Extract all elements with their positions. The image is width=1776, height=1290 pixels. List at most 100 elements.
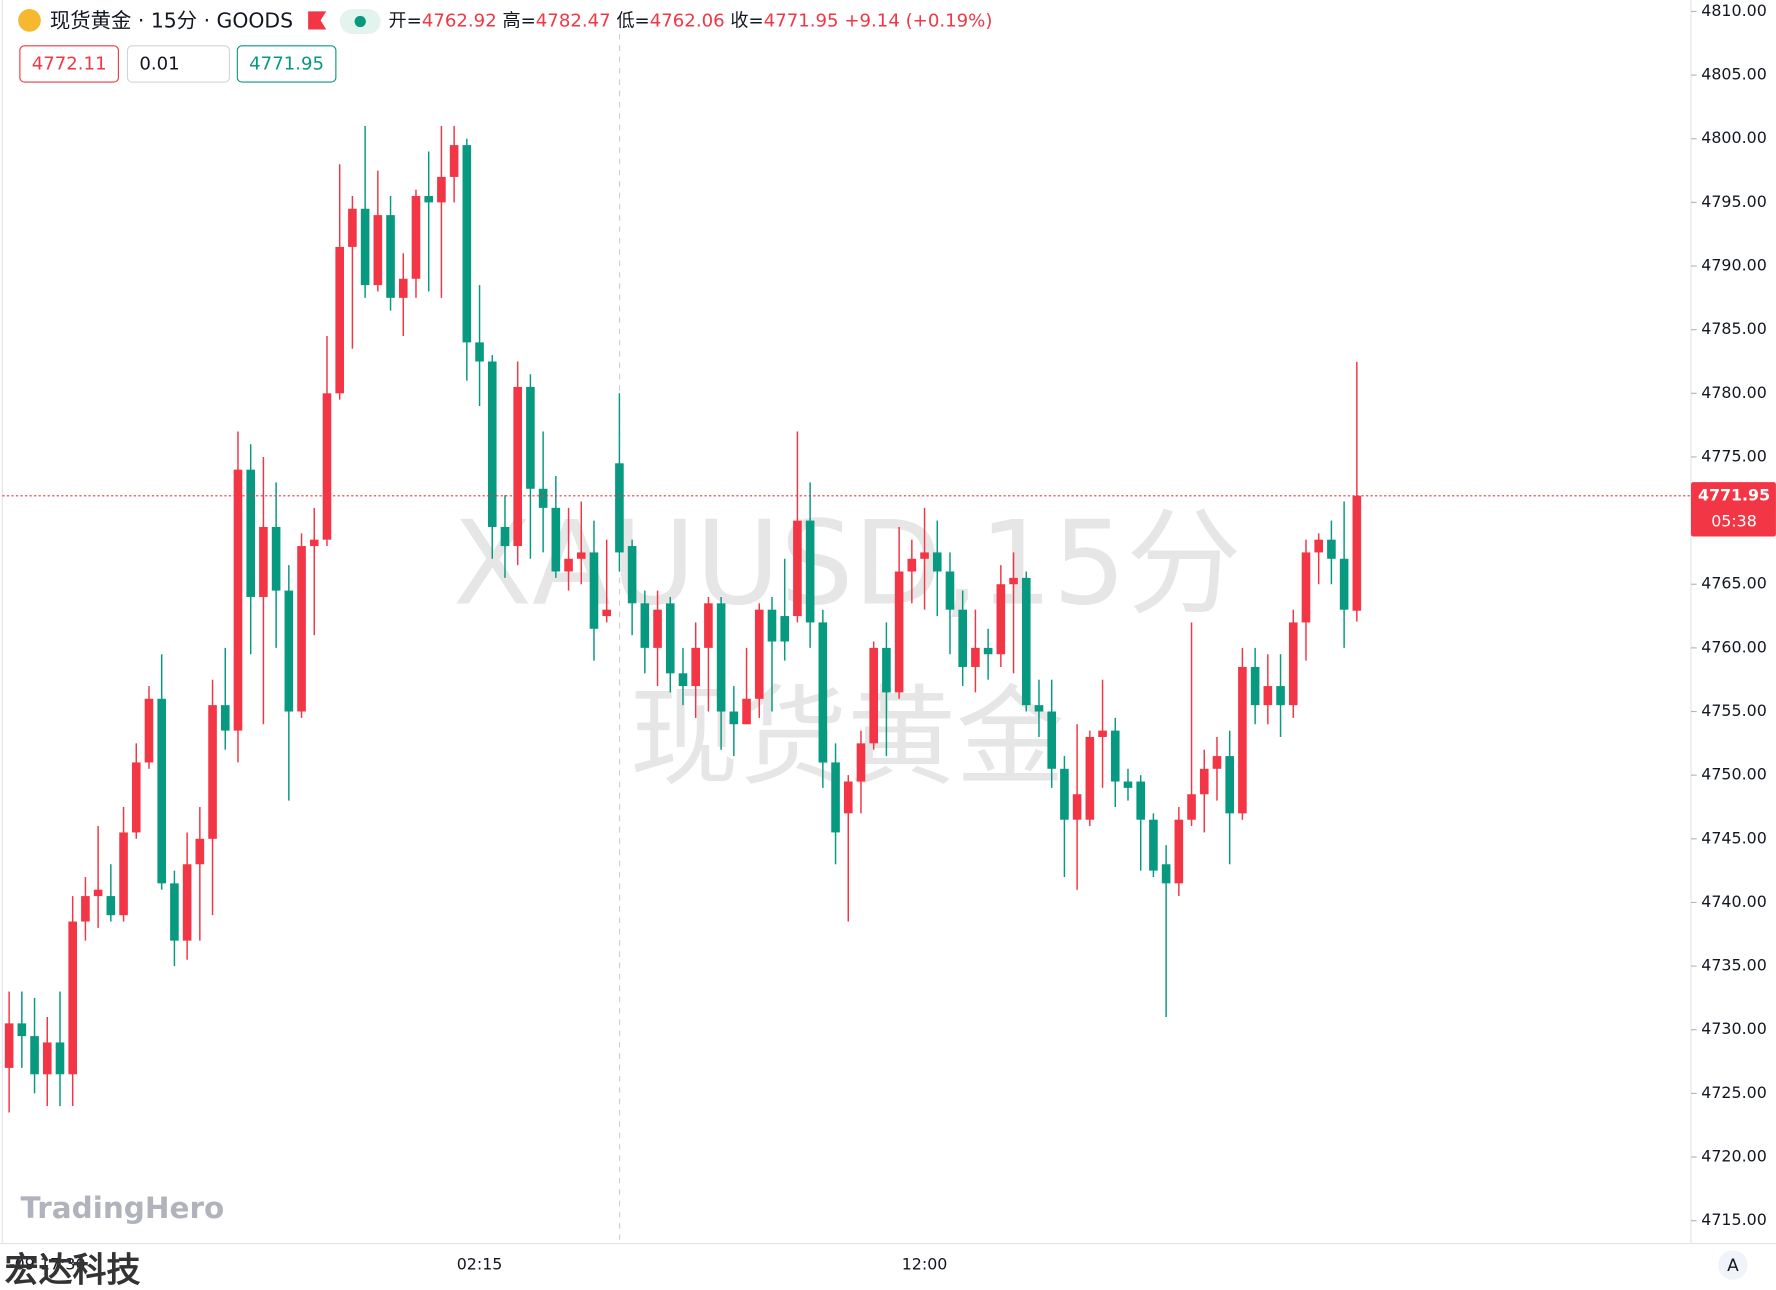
candle-body bbox=[42, 1042, 52, 1075]
candle-body bbox=[958, 609, 967, 667]
candle-body bbox=[996, 584, 1006, 655]
candle-body bbox=[475, 342, 484, 362]
candle-body bbox=[678, 673, 688, 687]
buy-price[interactable]: 4771.95 bbox=[249, 54, 324, 75]
watermark: XAUUSD,15分 现货黄金 bbox=[453, 498, 1242, 801]
candle-body bbox=[856, 743, 866, 782]
y-tick-label: 4725.00 bbox=[1701, 1083, 1767, 1102]
candle-body bbox=[1314, 539, 1323, 553]
change: +9.14 (+0.19%) bbox=[844, 11, 992, 32]
candle-body bbox=[437, 176, 446, 203]
candle-body bbox=[1263, 686, 1273, 706]
candle-body bbox=[424, 196, 433, 203]
candle-body bbox=[665, 603, 675, 674]
candle-body bbox=[920, 552, 929, 559]
candle-body bbox=[1212, 756, 1222, 769]
ohlc-value: 4771.95 bbox=[764, 11, 839, 32]
candle-body bbox=[259, 526, 268, 597]
symbol-title[interactable]: 现货黄金 · 15分 · GOODS bbox=[50, 9, 293, 33]
quantity-input[interactable] bbox=[126, 45, 230, 83]
ohlc-key: 开= bbox=[389, 11, 422, 32]
candle-body bbox=[1149, 819, 1158, 871]
candle-body bbox=[513, 386, 522, 547]
y-tick-label: 4775.00 bbox=[1701, 446, 1767, 465]
candle-body bbox=[487, 361, 497, 527]
candle-body bbox=[805, 520, 815, 623]
y-tick-label: 4810.00 bbox=[1701, 1, 1767, 20]
candle-body bbox=[1327, 539, 1336, 559]
candle-body bbox=[894, 571, 904, 693]
candle-body bbox=[1187, 794, 1196, 820]
candle-body bbox=[335, 246, 344, 394]
sell-price[interactable]: 4772.11 bbox=[32, 54, 107, 75]
candle-body bbox=[398, 278, 408, 298]
candle-body bbox=[780, 616, 789, 642]
candle-body bbox=[271, 526, 281, 591]
candle-body bbox=[691, 647, 700, 687]
auto-button-bg[interactable] bbox=[1718, 1250, 1748, 1280]
candle-body bbox=[500, 526, 510, 547]
ohlc-value: 4782.47 bbox=[536, 11, 611, 32]
x-tick-label: -09 17:30 bbox=[9, 1255, 86, 1274]
candle-body bbox=[1225, 756, 1234, 814]
candle-body bbox=[602, 609, 611, 617]
candle-body bbox=[627, 546, 637, 604]
candle-body bbox=[729, 711, 739, 725]
candle-body bbox=[653, 609, 662, 648]
bar-countdown: 05:38 bbox=[1711, 511, 1757, 530]
quantity[interactable]: 0.01 bbox=[139, 54, 179, 75]
ohlc-key: 低= bbox=[616, 11, 649, 32]
candle-body bbox=[1276, 686, 1285, 706]
candle-body bbox=[68, 921, 77, 1075]
candle-body bbox=[55, 1042, 65, 1075]
candle-body bbox=[17, 1023, 27, 1037]
candle-body bbox=[945, 571, 955, 610]
y-tick-label: 4740.00 bbox=[1701, 892, 1767, 911]
watermark-name: 现货黄金 bbox=[630, 674, 1065, 801]
candle-body bbox=[220, 705, 230, 731]
y-tick-label: 4750.00 bbox=[1701, 765, 1767, 784]
candle-body bbox=[1060, 768, 1069, 820]
candle-body bbox=[81, 896, 90, 922]
candle-body bbox=[1352, 495, 1362, 611]
candle-body bbox=[1034, 705, 1044, 712]
status-dot bbox=[354, 15, 366, 28]
candle-body bbox=[869, 647, 878, 744]
candle-body bbox=[106, 896, 116, 916]
candle-body bbox=[1339, 558, 1349, 610]
candle-body bbox=[526, 386, 535, 489]
y-tick-label: 4780.00 bbox=[1701, 383, 1767, 402]
candle-body bbox=[246, 469, 255, 597]
symbol-icon bbox=[18, 9, 41, 32]
logo: TradingHero bbox=[20, 1191, 224, 1225]
candle-body bbox=[1174, 819, 1184, 884]
candle-body bbox=[1009, 577, 1018, 585]
x-tick-label: 02:15 bbox=[457, 1255, 503, 1274]
candle-body bbox=[1136, 781, 1145, 820]
candle-body bbox=[1238, 666, 1247, 814]
watermark-symbol: XAUUSD,15分 bbox=[453, 498, 1242, 632]
auto-button[interactable]: A bbox=[1727, 1256, 1739, 1276]
sell-button[interactable] bbox=[19, 45, 119, 83]
candle-body bbox=[615, 463, 624, 553]
candle-body bbox=[157, 698, 166, 884]
candle-body bbox=[386, 215, 395, 298]
candle-body bbox=[1021, 577, 1031, 706]
candle-body bbox=[449, 145, 459, 177]
candle-body bbox=[309, 539, 319, 547]
y-tick-label: 4800.00 bbox=[1701, 128, 1767, 147]
y-tick-label: 4755.00 bbox=[1701, 701, 1767, 720]
buy-button[interactable] bbox=[236, 45, 337, 83]
y-tick-label: 4730.00 bbox=[1701, 1019, 1767, 1038]
candle-body bbox=[322, 393, 332, 540]
candle-body bbox=[716, 603, 726, 712]
candle-body bbox=[640, 603, 650, 648]
candle-body bbox=[971, 647, 980, 667]
candle-body bbox=[1047, 711, 1056, 769]
candle-body bbox=[411, 196, 421, 279]
candle-body bbox=[30, 1036, 39, 1075]
candle-body bbox=[932, 552, 942, 572]
candle-body bbox=[742, 698, 751, 725]
